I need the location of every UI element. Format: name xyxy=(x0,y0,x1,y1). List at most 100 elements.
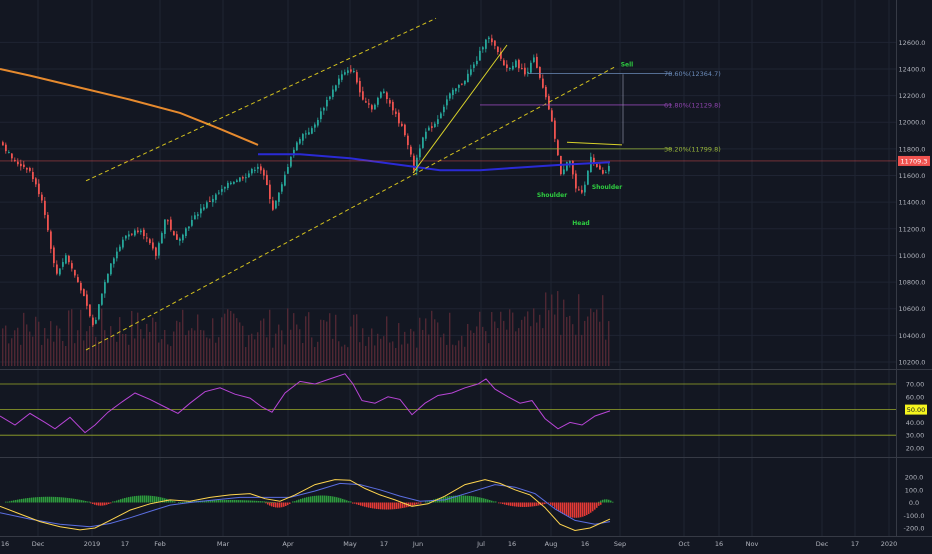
price-axis-label: 11000.0 xyxy=(899,252,926,260)
volume-bar xyxy=(146,323,148,366)
candle-up xyxy=(422,137,424,148)
macd-histogram-bar xyxy=(310,496,312,503)
volume-bar xyxy=(83,340,85,366)
volume-bar xyxy=(452,344,454,366)
macd-histogram-bar xyxy=(264,501,266,503)
macd-histogram-bar xyxy=(218,500,220,503)
macd-histogram-bar xyxy=(568,502,570,517)
candle-up xyxy=(122,239,124,248)
volume-bar xyxy=(290,329,292,366)
candle-up xyxy=(101,293,103,305)
volume-bar xyxy=(194,330,196,366)
rsi-axis-label: 40.00 xyxy=(906,419,925,427)
macd-histogram-bar xyxy=(17,499,19,503)
volume-bar xyxy=(389,342,391,366)
volume-bar xyxy=(584,320,586,366)
candle-up xyxy=(515,60,517,68)
macd-histogram-bar xyxy=(57,497,59,503)
macd-histogram-bar xyxy=(244,500,246,503)
macd-histogram-bar xyxy=(47,496,49,503)
price-axis-label: 10400.0 xyxy=(899,332,926,340)
volume-bar xyxy=(554,314,556,366)
volume-bar xyxy=(170,346,172,366)
volume-bar xyxy=(182,309,184,366)
volume-bar xyxy=(407,343,409,366)
volume-bar xyxy=(542,328,544,366)
candle-down xyxy=(50,231,52,249)
time-axis-label: Mar xyxy=(217,540,230,548)
time-axis-label: Oct xyxy=(678,540,690,548)
macd-histogram-bar xyxy=(590,502,592,513)
volume-bar xyxy=(269,309,271,366)
moving-average-orange xyxy=(0,68,259,146)
candle-down xyxy=(572,160,574,175)
macd-histogram-bar xyxy=(285,502,287,507)
macd-histogram-bar xyxy=(495,501,497,503)
macd-histogram-bar xyxy=(516,502,518,507)
macd-histogram-bar xyxy=(394,502,396,510)
candle-up xyxy=(218,192,220,194)
macd-histogram-bar xyxy=(116,500,118,503)
volume-bar xyxy=(248,335,250,366)
macd-histogram-bar xyxy=(272,502,274,503)
macd-histogram-bar xyxy=(9,501,11,503)
candle-down xyxy=(398,112,400,124)
volume-bar xyxy=(293,313,295,366)
macd-histogram-bar xyxy=(344,499,346,503)
price-axis-label: 12200.0 xyxy=(899,92,926,100)
candle-down xyxy=(167,220,169,222)
macd-histogram-bar xyxy=(449,496,451,503)
candle-up xyxy=(125,235,127,239)
volume-bar xyxy=(62,340,64,366)
candle-up xyxy=(287,166,289,174)
macd-axis-label: 0.0 xyxy=(909,499,919,507)
macd-histogram-bar xyxy=(130,496,132,503)
volume-bar xyxy=(59,328,61,366)
volume-bar xyxy=(425,318,427,366)
volume-bar xyxy=(431,310,433,366)
macd-histogram-bar xyxy=(376,502,378,509)
macd-histogram-bar xyxy=(41,496,43,503)
macd-histogram-bar xyxy=(342,498,344,503)
candle-down xyxy=(242,177,244,179)
volume-bar xyxy=(479,311,481,366)
volume-bar xyxy=(374,345,376,366)
macd-histogram-bar xyxy=(500,502,502,504)
candle-down xyxy=(413,155,415,170)
volume-bar xyxy=(491,312,493,366)
macd-histogram-bar xyxy=(98,502,100,506)
macd-histogram-bar xyxy=(271,502,273,507)
macd-histogram-bar xyxy=(220,499,222,503)
macd-histogram-bar xyxy=(534,502,536,507)
macd-histogram-bar xyxy=(382,502,384,510)
volume-bar xyxy=(386,316,388,366)
fib-level-label: 61.80%(12129.8) xyxy=(664,101,721,109)
candle-up xyxy=(290,156,292,167)
macd-histogram-bar xyxy=(230,499,232,503)
macd-histogram-bar xyxy=(37,497,39,503)
macd-histogram-bar xyxy=(598,501,600,503)
macd-histogram-bar xyxy=(487,499,489,503)
volume-bar xyxy=(254,339,256,366)
macd-histogram-bar xyxy=(384,502,386,510)
time-axis-label: Dec xyxy=(32,540,45,548)
rsi-axis-label: 60.00 xyxy=(906,393,925,401)
volume-bar xyxy=(35,316,37,366)
macd-histogram-bar xyxy=(416,502,418,505)
candle-up xyxy=(449,93,451,99)
macd-axis-label: -100.0 xyxy=(904,512,925,520)
candle-up xyxy=(275,200,277,209)
candle-down xyxy=(539,66,541,78)
candle-up xyxy=(605,172,607,174)
macd-histogram-bar xyxy=(358,502,360,506)
price-axis-label: 12000.0 xyxy=(899,119,926,127)
candle-up xyxy=(314,124,316,128)
candle-up xyxy=(440,113,442,119)
candle-down xyxy=(149,239,151,244)
volume-bar xyxy=(557,291,559,366)
macd-histogram-bar xyxy=(556,502,558,510)
candle-up xyxy=(563,169,565,175)
candle-down xyxy=(83,289,85,297)
